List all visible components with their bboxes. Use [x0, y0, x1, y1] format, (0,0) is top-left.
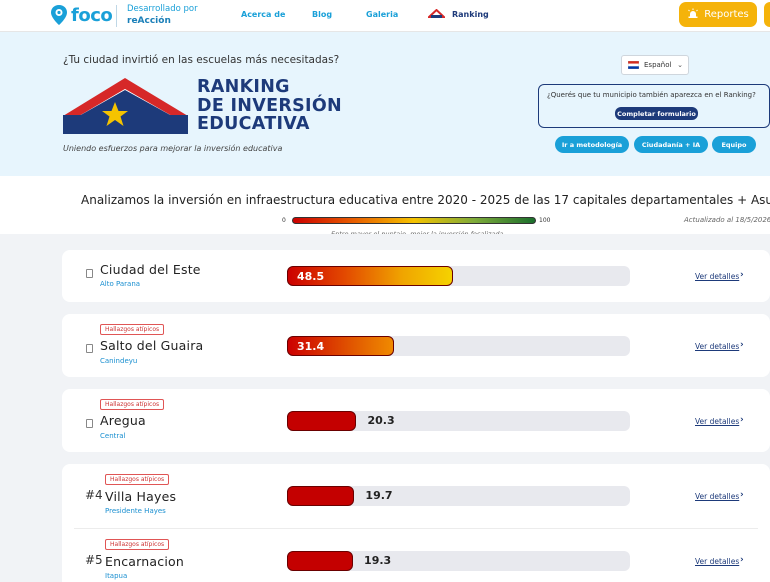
score-value: 20.3	[367, 414, 395, 427]
rank-medal-icon	[86, 419, 93, 428]
hero-section: ¿Tu ciudad invirtió en las escuelas más …	[0, 32, 770, 176]
chevron-right-icon[interactable]: ›	[740, 415, 744, 425]
chevron-right-icon[interactable]: ›	[740, 555, 744, 565]
developed-by-label: Desarrollado por	[127, 4, 198, 14]
department-name: Central	[100, 432, 126, 440]
details-link[interactable]: Ver detalles	[695, 342, 740, 351]
atypical-findings-badge: Hallazgos atípicos	[105, 539, 170, 550]
ranking-card: Hallazgos atípicos Salto del Guaira Cani…	[62, 314, 770, 377]
score-bar-track: 31.4	[287, 336, 630, 356]
ranking-title-line-2: DE INVERSIÓN	[197, 95, 342, 116]
chevron-down-icon: ⌄	[677, 61, 683, 69]
department-name: Alto Parana	[100, 280, 141, 288]
department-name: Canindeyu	[100, 357, 138, 365]
chevron-right-icon[interactable]: ›	[740, 270, 744, 280]
main-content: Analizamos la inversión en infraestructu…	[0, 176, 770, 582]
nav-link-blog[interactable]: Blog	[312, 10, 333, 19]
atypical-findings-badge: Hallazgos atípicos	[105, 474, 170, 485]
methodology-button[interactable]: Ir a metodología	[555, 136, 629, 153]
ranking-card: Hallazgos atípicos Aregua Central 20.3 V…	[62, 389, 770, 452]
paraguay-flag-icon	[628, 61, 639, 69]
join-ranking-box: ¿Querés que tu municipio también aparezc…	[538, 84, 770, 128]
ranking-title-line-1: RANKING	[197, 77, 290, 97]
developed-by: Desarrollado por reAcción	[127, 3, 198, 27]
language-value: Español	[644, 61, 672, 69]
nav-link-ranking[interactable]: Ranking	[452, 10, 489, 19]
atypical-findings-badge: Hallazgos atípicos	[100, 399, 165, 410]
score-bar-track: 19.3	[287, 551, 630, 571]
score-bar-fill	[287, 551, 354, 571]
score-value: 19.7	[365, 489, 393, 502]
score-bar-fill	[287, 411, 357, 431]
score-bar-fill: 48.5	[287, 266, 453, 286]
alert-light-icon	[687, 8, 699, 21]
location-pin-icon	[50, 4, 68, 26]
score-bar-fill: 31.4	[287, 336, 395, 356]
secondary-nav-button[interactable]	[764, 2, 770, 27]
city-name: Salto del Guaira	[100, 338, 204, 353]
department-name: Presidente Hayes	[105, 507, 166, 515]
ciudadania-ia-button[interactable]: Ciudadanía + IA	[634, 136, 708, 153]
department-name: Itapua	[105, 572, 128, 580]
hero-tagline: Uniendo esfuerzos para mejorar la invers…	[63, 144, 283, 153]
hero-question: ¿Tu ciudad invirtió en las escuelas más …	[63, 54, 340, 66]
rank-number: #5	[85, 553, 103, 567]
row-divider	[74, 528, 758, 529]
chevron-right-icon[interactable]: ›	[740, 340, 744, 350]
developer-brand[interactable]: reAcción	[127, 16, 171, 26]
ranking-card: Ciudad del Este Alto Parana 48.5 Ver det…	[62, 250, 770, 302]
ranking-title-line-3: EDUCATIVA	[197, 114, 310, 134]
ranking-headline: Analizamos la inversión en infraestructu…	[81, 193, 770, 207]
rank-number: #4	[85, 488, 103, 502]
ranking-title: RANKING DE INVERSIÓN EDUCATIVA	[197, 78, 342, 134]
city-name: Aregua	[100, 413, 146, 428]
logo-divider	[116, 5, 117, 27]
city-name: Encarnacion	[105, 554, 184, 569]
score-bar-track: 19.7	[287, 486, 630, 506]
score-scale-bar	[292, 217, 536, 224]
atypical-findings-badge: Hallazgos atípicos	[100, 324, 165, 335]
score-value: 19.3	[364, 554, 392, 567]
join-ranking-text: ¿Querés que tu municipio también aparezc…	[547, 91, 756, 99]
reportes-label: Reportes	[704, 9, 749, 20]
rank-medal-icon	[86, 344, 93, 353]
city-name: Ciudad del Este	[100, 262, 201, 277]
score-bar-track: 48.5	[287, 266, 630, 286]
score-value: 48.5	[297, 270, 325, 283]
details-link[interactable]: Ver detalles	[695, 492, 740, 501]
chevron-right-icon[interactable]: ›	[740, 490, 744, 500]
details-link[interactable]: Ver detalles	[695, 417, 740, 426]
score-bar-track: 20.3	[287, 411, 630, 431]
details-link[interactable]: Ver detalles	[695, 272, 740, 281]
reportes-button[interactable]: Reportes	[679, 2, 757, 27]
nav-link-galeria[interactable]: Galeria	[366, 10, 399, 19]
ranking-card: Hallazgos atípicos #4 Villa Hayes Presid…	[62, 464, 770, 582]
complete-form-button[interactable]: Completar formulario	[615, 107, 698, 120]
updated-date: Actualizado al 18/5/2026	[684, 216, 770, 224]
top-navbar: foco Desarrollado por reAcción Acerca de…	[0, 0, 770, 32]
scale-max-label: 100	[539, 217, 551, 224]
ranking-logo-icon	[428, 9, 445, 18]
rank-medal-icon	[86, 269, 93, 278]
score-value: 31.4	[297, 340, 325, 353]
details-link[interactable]: Ver detalles	[695, 557, 740, 566]
ranking-list: Ciudad del Este Alto Parana 48.5 Ver det…	[0, 234, 770, 582]
language-select[interactable]: Español ⌄	[621, 55, 689, 75]
nav-link-acerca[interactable]: Acerca de	[241, 10, 286, 19]
scale-min-label: 0	[282, 217, 286, 224]
city-name: Villa Hayes	[105, 489, 177, 504]
logo-text: foco	[71, 4, 113, 26]
ranking-house-logo	[63, 78, 188, 134]
score-bar-fill	[287, 486, 355, 506]
team-button[interactable]: Equipo	[712, 136, 756, 153]
foco-logo[interactable]: foco	[50, 4, 113, 26]
